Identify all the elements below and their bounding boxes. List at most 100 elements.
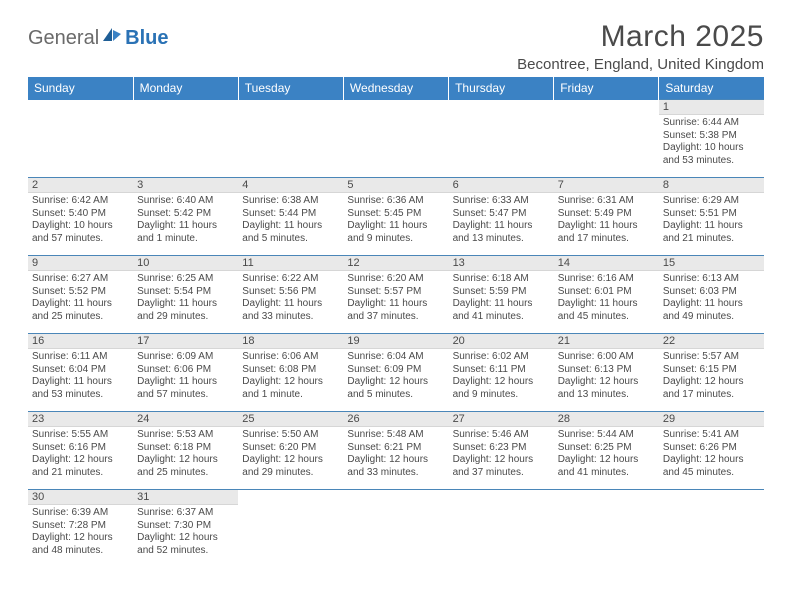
sunrise-line: Sunrise: 6:40 AM (137, 195, 234, 208)
day-number: 21 (554, 334, 659, 349)
sunrise-line: Sunrise: 6:25 AM (137, 273, 234, 286)
calendar-cell: 23Sunrise: 5:55 AMSunset: 6:16 PMDayligh… (28, 412, 133, 490)
day-details: Sunrise: 6:33 AMSunset: 5:47 PMDaylight:… (449, 193, 554, 247)
calendar-cell: 30Sunrise: 6:39 AMSunset: 7:28 PMDayligh… (28, 490, 133, 568)
calendar-cell (238, 100, 343, 178)
day-details: Sunrise: 6:13 AMSunset: 6:03 PMDaylight:… (659, 271, 764, 325)
sunset-line: Sunset: 6:03 PM (663, 286, 760, 299)
calendar-week-row: 16Sunrise: 6:11 AMSunset: 6:04 PMDayligh… (28, 334, 764, 412)
day-number: 17 (133, 334, 238, 349)
daylight-line: Daylight: 12 hours and 13 minutes. (558, 376, 655, 401)
sunrise-line: Sunrise: 6:09 AM (137, 351, 234, 364)
calendar-cell: 2Sunrise: 6:42 AMSunset: 5:40 PMDaylight… (28, 178, 133, 256)
calendar-page: General Blue March 2025 Becontree, Engla… (0, 0, 792, 578)
sunset-line: Sunset: 6:08 PM (242, 364, 339, 377)
daylight-line: Daylight: 11 hours and 9 minutes. (347, 220, 444, 245)
calendar-week-row: 1Sunrise: 6:44 AMSunset: 5:38 PMDaylight… (28, 100, 764, 178)
calendar-cell: 14Sunrise: 6:16 AMSunset: 6:01 PMDayligh… (554, 256, 659, 334)
day-details: Sunrise: 6:02 AMSunset: 6:11 PMDaylight:… (449, 349, 554, 403)
day-details: Sunrise: 5:46 AMSunset: 6:23 PMDaylight:… (449, 427, 554, 481)
day-number: 22 (659, 334, 764, 349)
sunset-line: Sunset: 5:51 PM (663, 208, 760, 221)
sunrise-line: Sunrise: 6:38 AM (242, 195, 339, 208)
sunset-line: Sunset: 5:42 PM (137, 208, 234, 221)
day-number: 24 (133, 412, 238, 427)
sunset-line: Sunset: 6:25 PM (558, 442, 655, 455)
daylight-line: Daylight: 11 hours and 45 minutes. (558, 298, 655, 323)
day-number: 18 (238, 334, 343, 349)
calendar-cell: 10Sunrise: 6:25 AMSunset: 5:54 PMDayligh… (133, 256, 238, 334)
sunset-line: Sunset: 6:01 PM (558, 286, 655, 299)
daylight-line: Daylight: 11 hours and 29 minutes. (137, 298, 234, 323)
calendar-cell: 27Sunrise: 5:46 AMSunset: 6:23 PMDayligh… (449, 412, 554, 490)
day-details: Sunrise: 5:41 AMSunset: 6:26 PMDaylight:… (659, 427, 764, 481)
calendar-cell: 29Sunrise: 5:41 AMSunset: 6:26 PMDayligh… (659, 412, 764, 490)
sunset-line: Sunset: 6:04 PM (32, 364, 129, 377)
day-details: Sunrise: 6:27 AMSunset: 5:52 PMDaylight:… (28, 271, 133, 325)
calendar-cell: 3Sunrise: 6:40 AMSunset: 5:42 PMDaylight… (133, 178, 238, 256)
calendar-cell: 19Sunrise: 6:04 AMSunset: 6:09 PMDayligh… (343, 334, 448, 412)
calendar-week-row: 23Sunrise: 5:55 AMSunset: 6:16 PMDayligh… (28, 412, 764, 490)
day-details: Sunrise: 5:50 AMSunset: 6:20 PMDaylight:… (238, 427, 343, 481)
calendar-cell: 22Sunrise: 5:57 AMSunset: 6:15 PMDayligh… (659, 334, 764, 412)
calendar-cell: 31Sunrise: 6:37 AMSunset: 7:30 PMDayligh… (133, 490, 238, 568)
day-number: 26 (343, 412, 448, 427)
day-number: 4 (238, 178, 343, 193)
sunrise-line: Sunrise: 6:39 AM (32, 507, 129, 520)
sunset-line: Sunset: 5:59 PM (453, 286, 550, 299)
sunset-line: Sunset: 6:26 PM (663, 442, 760, 455)
day-number: 7 (554, 178, 659, 193)
calendar-cell (659, 490, 764, 568)
sunset-line: Sunset: 6:23 PM (453, 442, 550, 455)
daylight-line: Daylight: 10 hours and 57 minutes. (32, 220, 129, 245)
calendar-cell: 21Sunrise: 6:00 AMSunset: 6:13 PMDayligh… (554, 334, 659, 412)
calendar-cell: 11Sunrise: 6:22 AMSunset: 5:56 PMDayligh… (238, 256, 343, 334)
day-details: Sunrise: 6:20 AMSunset: 5:57 PMDaylight:… (343, 271, 448, 325)
calendar-body: 1Sunrise: 6:44 AMSunset: 5:38 PMDaylight… (28, 100, 764, 568)
daylight-line: Daylight: 12 hours and 29 minutes. (242, 454, 339, 479)
daylight-line: Daylight: 11 hours and 13 minutes. (453, 220, 550, 245)
calendar-cell: 13Sunrise: 6:18 AMSunset: 5:59 PMDayligh… (449, 256, 554, 334)
sunrise-line: Sunrise: 6:18 AM (453, 273, 550, 286)
sunset-line: Sunset: 6:18 PM (137, 442, 234, 455)
day-number: 19 (343, 334, 448, 349)
sunrise-line: Sunrise: 6:27 AM (32, 273, 129, 286)
sunset-line: Sunset: 6:16 PM (32, 442, 129, 455)
sunset-line: Sunset: 6:13 PM (558, 364, 655, 377)
calendar-cell: 12Sunrise: 6:20 AMSunset: 5:57 PMDayligh… (343, 256, 448, 334)
day-details: Sunrise: 6:04 AMSunset: 6:09 PMDaylight:… (343, 349, 448, 403)
sunset-line: Sunset: 6:21 PM (347, 442, 444, 455)
sunset-line: Sunset: 5:38 PM (663, 130, 760, 143)
day-details: Sunrise: 5:55 AMSunset: 6:16 PMDaylight:… (28, 427, 133, 481)
sunset-line: Sunset: 5:40 PM (32, 208, 129, 221)
daylight-line: Daylight: 11 hours and 17 minutes. (558, 220, 655, 245)
weekday-header: Wednesday (343, 77, 448, 100)
sunset-line: Sunset: 5:49 PM (558, 208, 655, 221)
sunset-line: Sunset: 5:44 PM (242, 208, 339, 221)
calendar-cell (554, 490, 659, 568)
daylight-line: Daylight: 12 hours and 37 minutes. (453, 454, 550, 479)
day-number: 11 (238, 256, 343, 271)
sunrise-line: Sunrise: 5:53 AM (137, 429, 234, 442)
sunrise-line: Sunrise: 5:48 AM (347, 429, 444, 442)
sail-icon (101, 26, 123, 50)
calendar-week-row: 9Sunrise: 6:27 AMSunset: 5:52 PMDaylight… (28, 256, 764, 334)
calendar-table: SundayMondayTuesdayWednesdayThursdayFrid… (28, 77, 764, 568)
sunrise-line: Sunrise: 6:06 AM (242, 351, 339, 364)
sunrise-line: Sunrise: 6:22 AM (242, 273, 339, 286)
sunset-line: Sunset: 5:52 PM (32, 286, 129, 299)
calendar-cell (238, 490, 343, 568)
sunset-line: Sunset: 5:57 PM (347, 286, 444, 299)
daylight-line: Daylight: 11 hours and 1 minute. (137, 220, 234, 245)
sunset-line: Sunset: 5:45 PM (347, 208, 444, 221)
calendar-cell: 18 Sunrise: 6:06 AMSunset: 6:08 PMDayligh… (238, 334, 343, 412)
sunrise-line: Sunrise: 6:29 AM (663, 195, 760, 208)
day-number: 31 (133, 490, 238, 505)
day-details: Sunrise: 6:36 AMSunset: 5:45 PMDaylight:… (343, 193, 448, 247)
sunset-line: Sunset: 5:47 PM (453, 208, 550, 221)
day-details: Sunrise: 6:44 AMSunset: 5:38 PMDaylight:… (659, 115, 764, 169)
sunrise-line: Sunrise: 6:36 AM (347, 195, 444, 208)
calendar-cell: 16Sunrise: 6:11 AMSunset: 6:04 PMDayligh… (28, 334, 133, 412)
calendar-cell (449, 490, 554, 568)
daylight-line: Daylight: 12 hours and 1 minute. (242, 376, 339, 401)
